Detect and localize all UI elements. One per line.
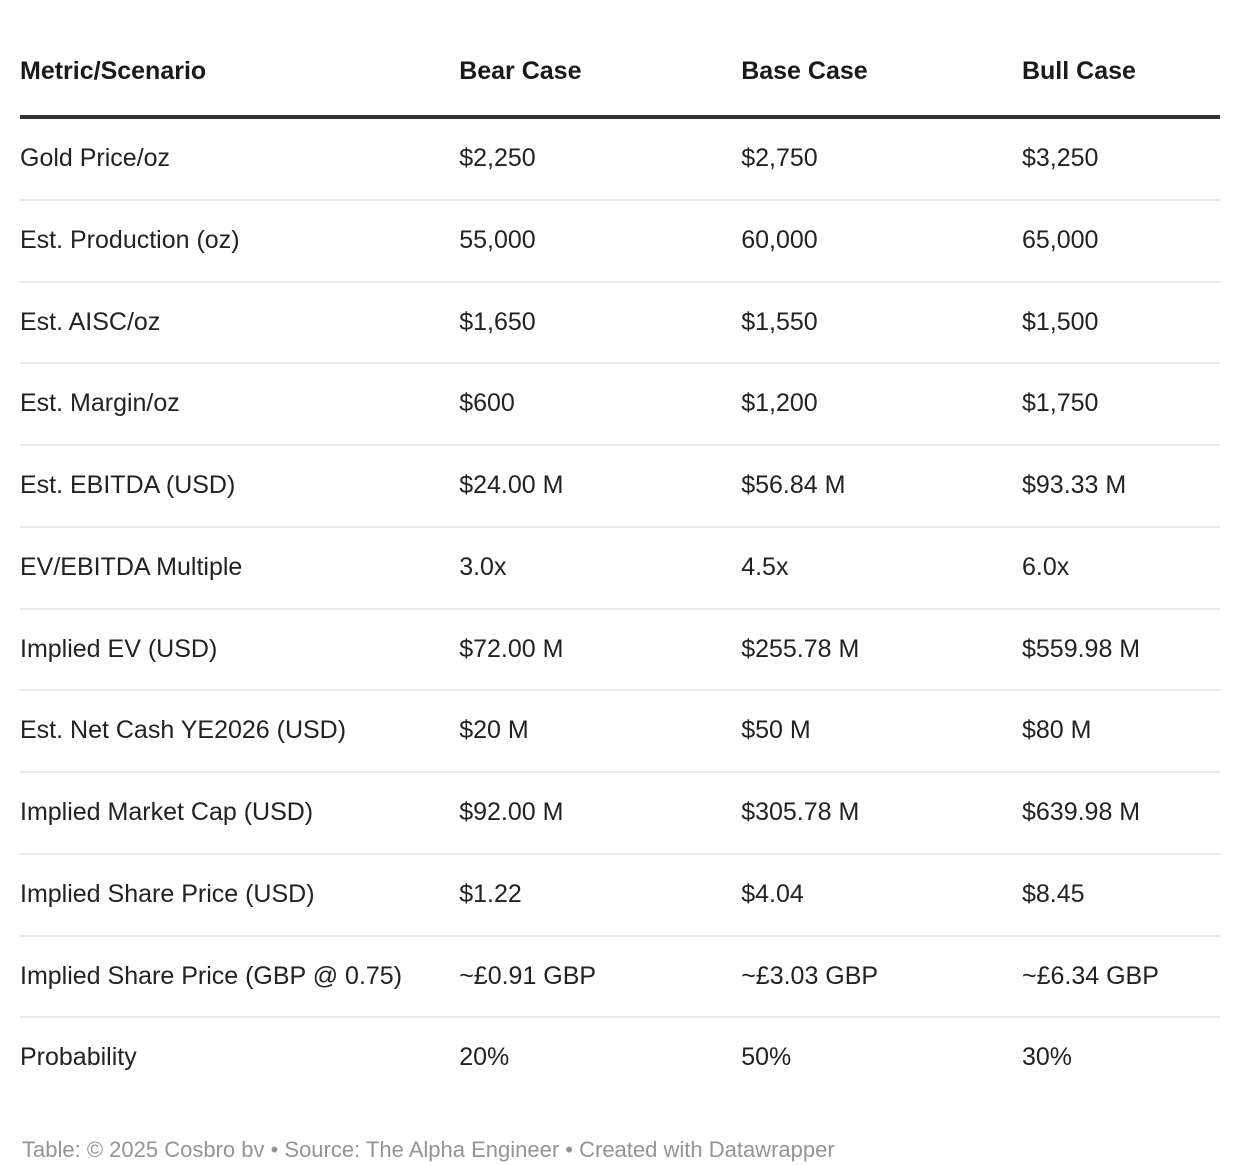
table-row: Est. Production (oz) 55,000 60,000 65,00… <box>20 200 1220 282</box>
base-cell: $305.78 M <box>741 798 860 826</box>
base-cell: $2,750 <box>741 144 818 172</box>
base-cell: ~£3.03 GBP <box>741 961 879 990</box>
base-cell: $1,200 <box>741 389 818 418</box>
bear-cell: $92.00 M <box>459 798 564 826</box>
table-row: Est. AISC/oz $1,650 $1,550 $1,500 <box>20 282 1220 364</box>
bull-cell: $93.33 M <box>1021 471 1127 499</box>
bear-cell: $20 M <box>459 716 529 745</box>
bull-cell: $1,750 <box>1021 389 1099 418</box>
bear-cell: $1.22 <box>459 879 522 908</box>
table-row: Probability 20% 50% 30% <box>20 1017 1220 1098</box>
bear-cell: $1,650 <box>459 307 536 336</box>
table-row: Implied Market Cap (USD) $92.00 M $305.7… <box>20 772 1220 854</box>
table-row: Est. EBITDA (USD) $24.00 M $56.84 M $93.… <box>20 445 1220 527</box>
metric-cell: EV/EBITDA Multiple <box>20 552 243 581</box>
bull-cell: $8.45 <box>1021 879 1085 908</box>
table-row: Est. Net Cash YE2026 (USD) $20 M $50 M $… <box>20 690 1220 772</box>
bull-cell: 65,000 <box>1021 225 1099 254</box>
metric-cell: Est. EBITDA (USD) <box>20 471 236 499</box>
metric-cell: Gold Price/oz <box>20 144 171 172</box>
bull-cell: $639.98 M <box>1021 798 1141 826</box>
metric-cell: Implied Share Price (USD) <box>20 879 315 908</box>
base-cell: 4.5x <box>741 552 789 581</box>
base-cell: 60,000 <box>741 225 818 254</box>
bear-cell: 55,000 <box>459 225 536 254</box>
bear-cell: 3.0x <box>459 552 507 581</box>
bull-cell: 30% <box>1021 1043 1073 1072</box>
bull-cell: $3,250 <box>1021 144 1099 172</box>
bear-cell: $24.00 M <box>459 471 564 499</box>
bear-cell: $2,250 <box>459 144 536 172</box>
bull-cell: ~£6.34 GBP <box>1021 961 1159 990</box>
base-cell: $50 M <box>741 716 811 745</box>
column-header-base: Base Case <box>741 26 1022 119</box>
column-header-bull: Bull Case <box>1021 26 1220 119</box>
bull-cell: $80 M <box>1021 716 1092 745</box>
bull-cell: $559.98 M <box>1021 634 1141 663</box>
bear-cell: $72.00 M <box>459 634 564 663</box>
base-cell: $1,550 <box>741 307 818 336</box>
metric-cell: Implied Market Cap (USD) <box>20 798 314 826</box>
metric-cell: Est. AISC/oz <box>20 307 161 336</box>
metric-cell: Est. Production (oz) <box>20 225 240 254</box>
table-row: Est. Margin/oz $600 $1,200 $1,750 <box>20 363 1220 445</box>
metric-cell: Est. Net Cash YE2026 (USD) <box>20 716 347 745</box>
metric-cell: Probability <box>20 1043 137 1072</box>
scenario-table: Metric/Scenario Bear Case Base Case Bull… <box>20 26 1220 1098</box>
bear-cell: 20% <box>459 1043 510 1072</box>
table-row: Implied Share Price (USD) $1.22 $4.04 $8… <box>20 854 1220 936</box>
bull-cell: $1,500 <box>1021 307 1099 336</box>
bear-cell: $600 <box>459 389 515 418</box>
metric-cell: Implied Share Price (GBP @ 0.75) <box>20 961 403 990</box>
table-row: EV/EBITDA Multiple 3.0x 4.5x 6.0x <box>20 527 1220 609</box>
base-cell: $4.04 <box>741 879 804 908</box>
attribution-footer: Table: © 2025 Cosbro bv • Source: The Al… <box>22 1137 835 1162</box>
table-row: Implied EV (USD) $72.00 M $255.78 M $559… <box>20 609 1220 691</box>
metric-cell: Implied EV (USD) <box>20 634 218 663</box>
column-header-bear: Bear Case <box>459 26 742 119</box>
bull-cell: 6.0x <box>1021 552 1070 581</box>
column-header-metric: Metric/Scenario <box>20 26 460 119</box>
metric-cell: Est. Margin/oz <box>20 389 180 418</box>
bear-cell: ~£0.91 GBP <box>459 961 597 990</box>
scenario-table-container: Metric/Scenario Bear Case Base Case Bull… <box>0 26 1240 1098</box>
table-row: Gold Price/oz $2,250 $2,750 $3,250 <box>20 117 1220 200</box>
base-cell: 50% <box>741 1043 792 1072</box>
table-row: Implied Share Price (GBP @ 0.75) ~£0.91 … <box>20 936 1220 1018</box>
base-cell: $56.84 M <box>741 471 846 499</box>
base-cell: $255.78 M <box>741 634 860 663</box>
header-row: Metric/Scenario Bear Case Base Case Bull… <box>20 26 1220 119</box>
